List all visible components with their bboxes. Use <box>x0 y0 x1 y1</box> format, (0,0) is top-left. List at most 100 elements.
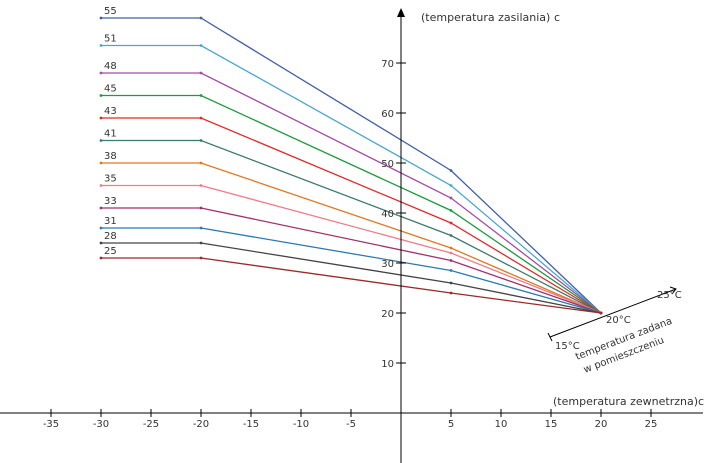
curve-point <box>449 169 453 172</box>
curve-point <box>199 256 203 260</box>
curve-label: 28 <box>104 231 117 242</box>
room-axis-start-tick <box>547 332 553 342</box>
curve-point <box>199 44 203 47</box>
room-axis-line <box>549 288 677 338</box>
curve-line <box>101 242 602 314</box>
x-axis-unit: c <box>698 395 704 408</box>
curve-label: 55 <box>104 6 117 17</box>
x-tick-label: -25 <box>143 419 159 430</box>
curve-label: 48 <box>104 61 117 72</box>
room-axis-mid-label: 20°C <box>606 315 631 326</box>
curve-label: 25 <box>104 246 117 257</box>
curve-line <box>101 184 602 314</box>
curve-line <box>101 94 602 314</box>
curve-point <box>199 206 203 210</box>
curve-line <box>101 227 602 314</box>
curve-line <box>101 139 602 314</box>
curve-point <box>199 16 203 20</box>
curve-51: 51 <box>99 34 603 315</box>
curve-point <box>99 241 103 245</box>
curve-point <box>99 71 103 75</box>
curve-point <box>449 269 453 272</box>
y-tick-label: 20 <box>381 309 394 320</box>
curve-line <box>101 207 602 314</box>
curve-point <box>99 139 103 142</box>
curve-point <box>99 206 103 210</box>
curve-point <box>449 184 453 187</box>
curve-point <box>199 161 203 165</box>
curve-label: 38 <box>104 151 117 162</box>
curve-point <box>99 94 103 97</box>
curve-point <box>99 161 103 165</box>
curve-point <box>99 184 103 187</box>
curve-38: 38 <box>99 151 603 315</box>
curve-label: 51 <box>104 34 117 45</box>
curve-point <box>449 196 453 200</box>
curve-line <box>101 117 602 314</box>
curve-55: 55 <box>99 6 603 315</box>
curve-point <box>449 259 453 262</box>
curve-label: 31 <box>104 216 117 227</box>
x-tick-label: -30 <box>93 419 109 430</box>
curve-line <box>101 44 602 314</box>
curve-point <box>449 291 453 295</box>
y-tick-label: 70 <box>381 59 394 70</box>
curve-41: 41 <box>99 129 603 315</box>
curve-point <box>449 281 453 285</box>
x-tick-label: 15 <box>545 419 558 430</box>
curve-label: 33 <box>104 196 117 207</box>
curve-43: 43 <box>99 106 603 315</box>
curve-line <box>101 72 602 314</box>
x-tick-label: -15 <box>243 419 259 430</box>
curve-25: 25 <box>99 246 603 315</box>
curve-point <box>449 221 453 225</box>
curve-48: 48 <box>99 61 603 315</box>
curve-line <box>101 257 602 314</box>
curve-point <box>199 116 203 120</box>
curve-label: 35 <box>104 174 117 185</box>
room-axis-arrowhead <box>669 286 677 295</box>
y-tick-label: 50 <box>381 159 394 170</box>
curve-point <box>199 226 203 230</box>
x-tick-label: -20 <box>193 419 209 430</box>
curve-point <box>449 246 453 250</box>
curve-label: 41 <box>104 129 117 140</box>
curve-point <box>449 251 453 255</box>
curves-layer: 55 51 48 45 43 41 38 35 33 31 28 25 <box>99 6 603 315</box>
curve-label: 43 <box>104 106 117 117</box>
curve-point <box>99 44 103 47</box>
curve-point <box>99 16 103 20</box>
x-tick-label: 5 <box>448 419 454 430</box>
room-axis-end-label: 25°C <box>657 290 682 301</box>
curve-point <box>199 241 203 245</box>
curve-line <box>101 17 602 314</box>
x-tick-label: 20 <box>595 419 608 430</box>
x-tick-label: 25 <box>645 419 658 430</box>
curve-point <box>99 256 103 260</box>
curve-line <box>101 162 602 314</box>
y-axis-title: (temperatura zasilania) <box>421 11 550 24</box>
y-axis-unit: c <box>554 11 560 24</box>
y-tick-label: 10 <box>381 359 394 370</box>
y-axis-arrowhead <box>397 8 405 17</box>
curve-label: 45 <box>104 84 117 95</box>
ticks-layer: -35 -30 -25 -20 -15 -10 -5 5 10 15 20 25 10 20 30 40 50 6… <box>43 59 658 430</box>
curve-31: 31 <box>99 216 603 315</box>
curve-33: 33 <box>99 196 603 315</box>
x-tick-label: -35 <box>43 419 59 430</box>
curve-45: 45 <box>99 84 603 315</box>
curve-point <box>99 116 103 120</box>
x-tick-label: 10 <box>495 419 508 430</box>
curve-point <box>199 71 203 75</box>
y-tick-label: 30 <box>381 259 394 270</box>
x-axis-title: (temperatura zewnetrzna) <box>553 395 698 408</box>
curve-point <box>99 226 103 230</box>
room-axis-start-label: 15°C <box>555 341 580 352</box>
curve-point <box>199 139 203 142</box>
y-tick-label: 60 <box>381 109 394 120</box>
curve-point <box>449 209 453 212</box>
curve-35: 35 <box>99 174 603 315</box>
curve-point <box>199 94 203 97</box>
x-tick-label: -10 <box>293 419 309 430</box>
